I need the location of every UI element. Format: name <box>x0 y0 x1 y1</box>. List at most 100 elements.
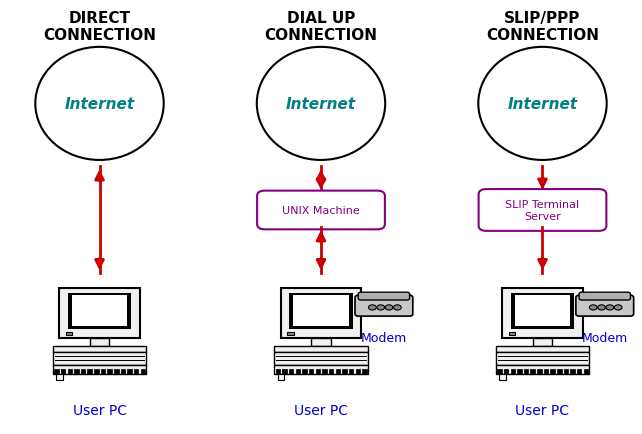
FancyBboxPatch shape <box>281 289 361 339</box>
Circle shape <box>385 305 393 310</box>
FancyBboxPatch shape <box>257 191 385 230</box>
Circle shape <box>369 305 376 310</box>
Bar <box>56 375 62 380</box>
Bar <box>570 369 575 374</box>
Circle shape <box>598 305 605 310</box>
FancyBboxPatch shape <box>502 289 583 339</box>
Bar <box>533 339 552 346</box>
Bar <box>289 293 353 329</box>
Bar <box>329 369 333 374</box>
Bar <box>508 332 515 335</box>
Bar <box>277 375 284 380</box>
Text: User PC: User PC <box>294 403 348 417</box>
Bar <box>496 346 589 352</box>
FancyBboxPatch shape <box>579 293 630 300</box>
Text: DIRECT
CONNECTION: DIRECT CONNECTION <box>43 11 156 43</box>
Bar <box>316 369 320 374</box>
Text: Modem: Modem <box>582 331 628 344</box>
Bar <box>275 369 280 374</box>
Bar <box>53 346 146 352</box>
Bar <box>524 369 528 374</box>
Bar <box>67 293 132 329</box>
Bar <box>349 369 353 374</box>
Ellipse shape <box>478 48 607 161</box>
Text: SLIP/PPP
CONNECTION: SLIP/PPP CONNECTION <box>486 11 599 43</box>
Text: ►: ► <box>60 367 66 373</box>
Bar <box>544 369 548 374</box>
FancyBboxPatch shape <box>576 296 634 316</box>
Text: UNIX Machine: UNIX Machine <box>282 206 360 215</box>
Text: SLIP Terminal
Server: SLIP Terminal Server <box>505 200 580 221</box>
Bar <box>74 369 78 374</box>
FancyBboxPatch shape <box>478 190 606 231</box>
Bar <box>550 369 555 374</box>
Circle shape <box>614 305 622 310</box>
Text: User PC: User PC <box>516 403 569 417</box>
Bar <box>274 365 367 375</box>
Bar <box>127 369 132 374</box>
Bar <box>537 369 542 374</box>
Text: ►: ► <box>282 367 288 373</box>
Bar <box>65 332 72 335</box>
Bar <box>288 332 294 335</box>
Bar <box>530 369 535 374</box>
Bar <box>107 369 112 374</box>
Text: ►: ► <box>503 367 509 373</box>
Circle shape <box>589 305 597 310</box>
Bar <box>282 369 287 374</box>
Bar <box>356 369 360 374</box>
Bar <box>134 369 139 374</box>
Text: Internet: Internet <box>507 97 578 112</box>
Bar <box>274 346 367 352</box>
Bar <box>309 369 313 374</box>
Bar <box>67 369 72 374</box>
Text: User PC: User PC <box>73 403 126 417</box>
Text: Modem: Modem <box>361 331 407 344</box>
Bar <box>496 365 589 375</box>
Bar <box>496 352 589 365</box>
Bar <box>289 369 293 374</box>
Bar <box>121 369 125 374</box>
FancyBboxPatch shape <box>59 289 139 339</box>
Bar <box>504 369 508 374</box>
Bar <box>517 369 521 374</box>
Text: DIAL UP
CONNECTION: DIAL UP CONNECTION <box>265 11 377 43</box>
Bar <box>584 369 588 374</box>
Bar <box>515 296 570 326</box>
Bar <box>61 369 65 374</box>
Bar <box>94 369 99 374</box>
FancyBboxPatch shape <box>358 293 410 300</box>
Bar <box>557 369 562 374</box>
Bar <box>114 369 119 374</box>
Bar <box>336 369 340 374</box>
Bar <box>53 352 146 365</box>
Text: Internet: Internet <box>286 97 356 112</box>
Bar <box>302 369 307 374</box>
Text: Internet: Internet <box>64 97 135 112</box>
Bar <box>564 369 568 374</box>
Bar <box>497 369 501 374</box>
Bar <box>342 369 347 374</box>
Bar <box>81 369 85 374</box>
Bar <box>499 375 506 380</box>
Bar <box>54 369 58 374</box>
Bar <box>511 293 574 329</box>
Bar <box>101 369 105 374</box>
Bar <box>87 369 92 374</box>
Bar <box>53 365 146 375</box>
Circle shape <box>377 305 385 310</box>
Bar <box>577 369 582 374</box>
Bar <box>311 339 331 346</box>
Ellipse shape <box>35 48 164 161</box>
Ellipse shape <box>257 48 385 161</box>
Bar <box>293 296 349 326</box>
Bar <box>274 352 367 365</box>
Circle shape <box>394 305 401 310</box>
Bar <box>90 339 109 346</box>
Bar <box>141 369 145 374</box>
FancyBboxPatch shape <box>355 296 413 316</box>
Bar <box>362 369 367 374</box>
Bar <box>510 369 515 374</box>
Bar <box>296 369 300 374</box>
Bar <box>322 369 327 374</box>
